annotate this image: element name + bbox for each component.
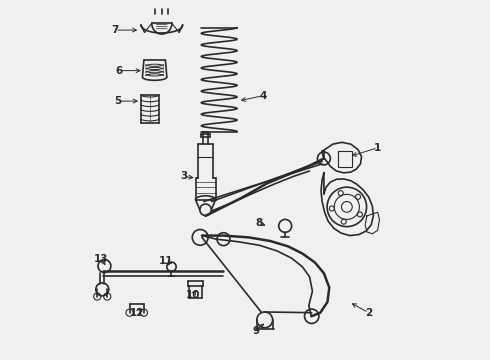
Text: 11: 11 xyxy=(159,256,173,266)
Text: 1: 1 xyxy=(374,143,381,153)
Text: 4: 4 xyxy=(259,91,267,101)
Text: 6: 6 xyxy=(116,66,123,76)
Bar xyxy=(338,151,352,167)
Text: 13: 13 xyxy=(94,254,109,264)
Text: 8: 8 xyxy=(256,218,263,228)
Text: 9: 9 xyxy=(252,325,259,336)
Text: 5: 5 xyxy=(114,96,122,106)
Text: 10: 10 xyxy=(186,290,200,300)
Text: 3: 3 xyxy=(180,171,188,181)
Text: 7: 7 xyxy=(112,25,119,35)
Text: 12: 12 xyxy=(130,308,145,318)
Text: 2: 2 xyxy=(365,308,372,318)
